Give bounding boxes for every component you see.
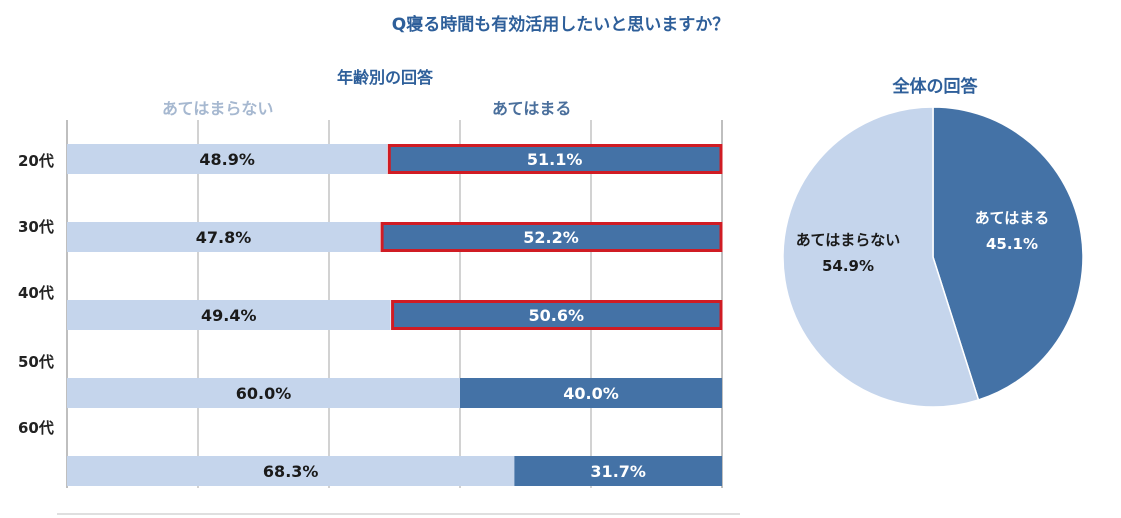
category-label: 30代 bbox=[18, 218, 54, 236]
bar-not-applicable bbox=[67, 222, 381, 252]
data-label: 68.3% bbox=[263, 462, 319, 481]
bar-applicable bbox=[460, 378, 722, 408]
legend-not-applicable: あてはまらない bbox=[162, 99, 274, 118]
data-label: 48.9% bbox=[199, 150, 255, 169]
bar-chart-title: 年齢別の回答 bbox=[336, 68, 433, 87]
bar-not-applicable bbox=[67, 144, 388, 174]
bar-not-applicable bbox=[67, 300, 391, 330]
pie-slice-label: 45.1% bbox=[986, 235, 1038, 253]
data-label: 31.7% bbox=[590, 462, 646, 481]
bar-applicable bbox=[380, 222, 723, 252]
chart-main-title: Q寝る時間も有効活用したいと思いますか？ bbox=[391, 15, 730, 35]
pie-slice-name: あてはまらない bbox=[796, 231, 900, 249]
bar-applicable bbox=[391, 300, 723, 330]
data-label: 47.8% bbox=[196, 228, 252, 247]
pie-slice-label: 54.9% bbox=[822, 257, 874, 275]
category-label: 20代 bbox=[18, 152, 54, 170]
pie-slice bbox=[932, 106, 1084, 401]
data-label: 60.0% bbox=[236, 384, 292, 403]
data-label: 52.2% bbox=[523, 228, 579, 247]
category-label: 60代 bbox=[18, 419, 54, 437]
data-label: 51.1% bbox=[527, 150, 583, 169]
bar-applicable bbox=[514, 456, 722, 486]
category-label: 40代 bbox=[18, 284, 54, 302]
category-label: 50代 bbox=[18, 353, 54, 371]
pie-slice bbox=[782, 106, 980, 408]
legend-applicable: あてはまる bbox=[492, 99, 572, 118]
bar-not-applicable bbox=[67, 456, 515, 486]
pie-slice-name: あてはまる bbox=[975, 209, 1049, 227]
bar-applicable bbox=[387, 144, 723, 174]
bar-not-applicable bbox=[67, 378, 460, 408]
pie-chart-title: 全体の回答 bbox=[892, 77, 978, 97]
data-label: 50.6% bbox=[529, 306, 585, 325]
data-label: 49.4% bbox=[201, 306, 257, 325]
data-label: 40.0% bbox=[563, 384, 619, 403]
